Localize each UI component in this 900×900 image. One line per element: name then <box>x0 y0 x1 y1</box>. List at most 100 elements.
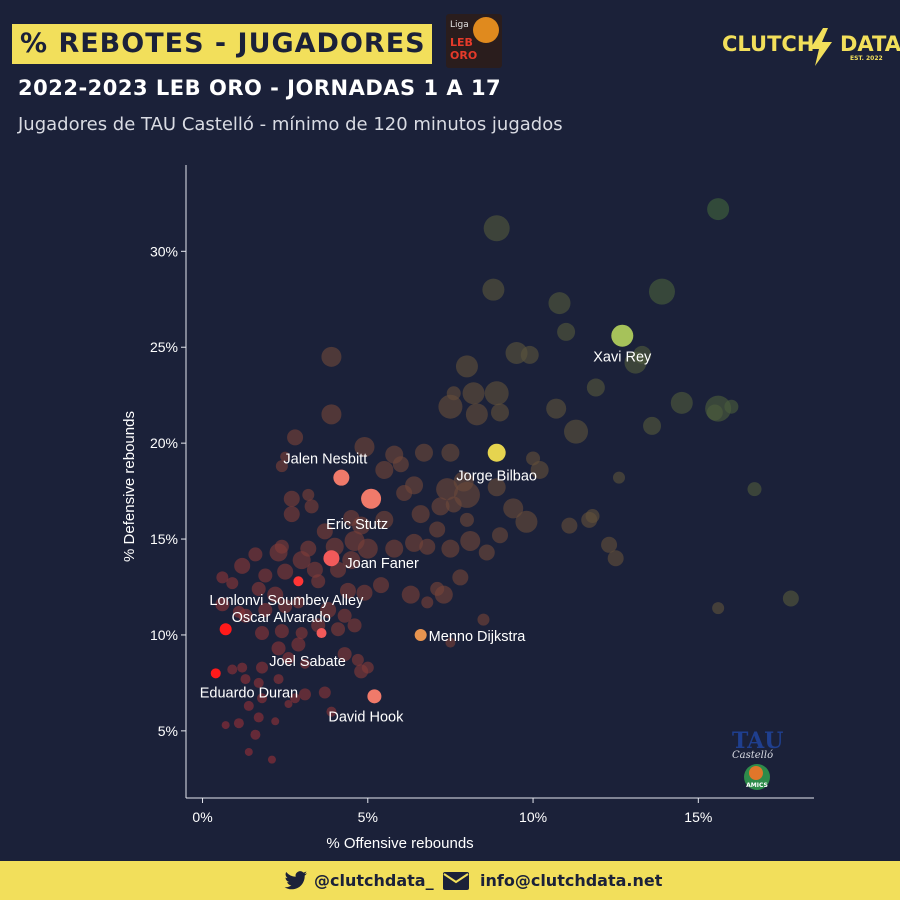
player-label: Joan Faner <box>345 556 419 572</box>
player-point <box>392 456 409 473</box>
player-point <box>465 403 488 426</box>
y-tick-label: 25% <box>150 339 178 355</box>
player-point <box>520 345 539 364</box>
player-point <box>707 198 730 221</box>
team-logo-subname: Castelló <box>732 750 774 761</box>
player-point <box>280 451 291 462</box>
player-point <box>339 582 356 599</box>
highlighted-player-point <box>367 689 382 704</box>
player-point <box>278 599 293 614</box>
player-point <box>304 499 319 514</box>
player-point <box>274 624 289 639</box>
player-point <box>250 729 261 740</box>
player-point <box>441 443 460 462</box>
player-point <box>347 618 362 633</box>
player-point <box>585 509 600 524</box>
player-point <box>251 581 266 596</box>
player-point <box>459 512 474 527</box>
player-point <box>337 647 352 662</box>
player-point <box>258 603 273 618</box>
player-point <box>337 608 352 623</box>
brand-left: CLUTCH <box>722 32 815 56</box>
player-point <box>564 419 589 444</box>
player-point <box>557 322 576 341</box>
player-labels: Xavi Rey Jorge Bilbao Jalen Nesbitt Eric St… <box>200 350 652 726</box>
player-point <box>277 563 294 580</box>
player-point <box>375 460 394 479</box>
player-point <box>271 641 286 656</box>
highlighted-player-point <box>361 488 382 509</box>
player-point <box>351 653 364 666</box>
player-point <box>373 577 390 594</box>
chart-subtitle: 2022-2023 LEB ORO - JORNADAS 1 A 17 <box>18 76 502 100</box>
player-point <box>298 688 311 701</box>
player-point <box>295 627 308 640</box>
player-point <box>253 712 264 723</box>
player-point <box>487 478 506 497</box>
player-points <box>215 198 799 764</box>
player-label: Oscar Alvarado <box>232 610 331 626</box>
twitter-handle[interactable]: @clutchdata_ <box>314 871 434 890</box>
player-label: Jorge Bilbao <box>456 469 537 485</box>
player-point <box>290 693 301 704</box>
player-point <box>484 381 509 406</box>
player-point <box>445 496 462 513</box>
player-point <box>421 596 434 609</box>
team-logo: TAU Castelló AMICS <box>728 728 788 790</box>
highlighted-player-point <box>414 628 427 641</box>
x-axis-label: % Offensive rebounds <box>326 835 473 852</box>
player-point <box>747 482 762 497</box>
league-logo-line1: Liga <box>450 20 469 30</box>
player-point <box>354 436 375 457</box>
highlighted-player-point <box>219 623 232 636</box>
player-point <box>724 399 739 414</box>
y-tick-label: 30% <box>150 243 178 259</box>
player-point <box>273 674 284 685</box>
player-point <box>782 590 799 607</box>
player-point <box>331 622 346 637</box>
player-point <box>401 585 420 604</box>
player-point <box>431 497 450 516</box>
player-point <box>438 394 463 419</box>
email-address[interactable]: info@clutchdata.net <box>480 871 663 890</box>
player-point <box>271 717 280 726</box>
player-point <box>282 651 295 664</box>
player-point <box>227 664 238 675</box>
player-point <box>503 498 524 519</box>
player-point <box>233 718 244 729</box>
player-point <box>215 597 230 612</box>
player-point <box>320 602 337 619</box>
highlighted-player-point <box>487 443 506 462</box>
player-point <box>255 626 270 641</box>
league-logo: Liga LEB ORO <box>446 14 502 68</box>
player-point <box>256 661 269 674</box>
player-point <box>244 747 253 756</box>
player-point <box>284 700 293 709</box>
league-logo-leb: LEB <box>450 36 473 49</box>
player-point <box>258 568 273 583</box>
highlighted-player-point <box>316 628 327 639</box>
player-point <box>316 523 333 540</box>
player-point <box>237 662 248 673</box>
player-point <box>267 586 284 603</box>
player-label: Xavi Rey <box>593 350 652 366</box>
player-point <box>396 485 413 502</box>
chart-description: Jugadores de TAU Castelló - mínimo de 12… <box>18 114 563 135</box>
highlighted-player-point <box>323 550 340 567</box>
y-tick-label: 15% <box>150 531 178 547</box>
player-point <box>414 443 433 462</box>
player-label: Lonlonvi Soumbey Alley <box>209 593 364 609</box>
player-point <box>706 404 723 421</box>
player-point <box>385 539 404 558</box>
player-label: Jalen Nesbitt <box>283 452 367 468</box>
lightning-icon <box>810 28 832 66</box>
player-point <box>352 516 371 535</box>
player-point <box>548 292 571 315</box>
scatter-plot: 5% 10% 15% 20% 25% 30% 0% 5% 10% 15% % Offensive r… <box>121 165 814 852</box>
player-point <box>321 346 342 367</box>
player-point <box>419 538 436 555</box>
player-point <box>326 706 337 717</box>
player-point <box>283 506 300 523</box>
player-point <box>318 686 331 699</box>
player-point <box>361 661 374 674</box>
